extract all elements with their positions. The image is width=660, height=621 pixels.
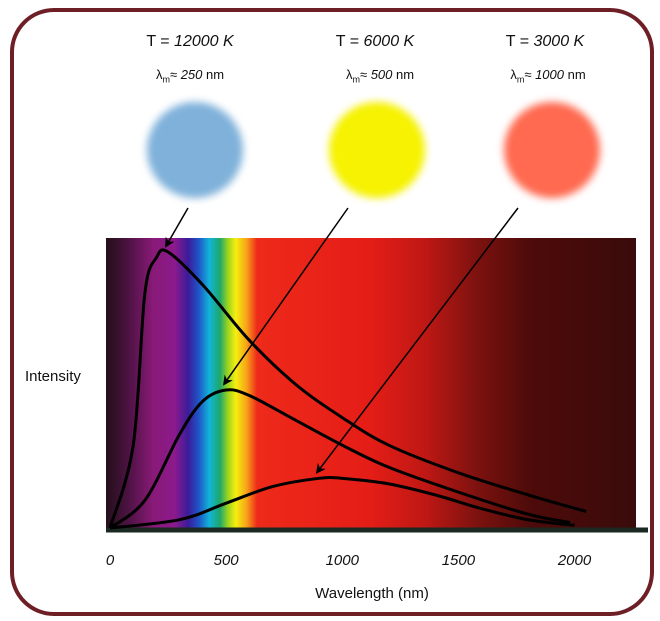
star-2-color-disc [329, 102, 425, 198]
star-2-lambda-symbol: λ [345, 67, 353, 82]
star-3-lambda-unit: nm [564, 67, 586, 82]
star-2-temp-prefix: T = [335, 33, 364, 50]
visible-spectrum-band [106, 238, 636, 530]
intensity-curve-3 [109, 475, 575, 530]
star-1-temp-value: 12000 K [174, 33, 234, 50]
peak-arrow-3 [315, 207, 519, 474]
star-3-lambda-value: 1000 [535, 67, 564, 82]
x-axis-label: Wavelength (nm) [315, 585, 429, 602]
star-2-lambda-value: 500 [370, 67, 393, 82]
star-2-temperature: T = 6000 K [336, 33, 414, 51]
star-3-lambda-symbol: λ [510, 67, 517, 82]
star-3-temp-value: 3000 K [533, 33, 585, 50]
star-3-lambda-sub: m [516, 74, 525, 85]
star-2-lambda-sub: m [352, 74, 360, 85]
x-tick-label-0: 0 [106, 552, 115, 569]
star-2-peak-wavelength: λm≈ 500 nm [346, 67, 414, 85]
star-3-peak-wavelength: λm≈ 1000 nm [510, 67, 585, 85]
star-1-lambda-value: 250 [180, 67, 203, 82]
star-2-lambda-unit: nm [392, 67, 415, 82]
star-1-lambda-approx: ≈ [169, 67, 181, 82]
star-1-lambda-symbol: λ [155, 67, 163, 82]
star-1-lambda-sub: m [162, 74, 170, 85]
intensity-curve-2 [109, 388, 571, 530]
star-1-peak-wavelength: λm≈ 250 nm [156, 67, 224, 85]
x-tick-label-500: 500 [214, 552, 240, 569]
y-axis-label: Intensity [25, 368, 81, 385]
star-2-lambda-approx: ≈ [359, 67, 371, 82]
peak-arrow-1 [165, 207, 189, 248]
star-1-color-disc [147, 102, 243, 198]
star-1-temp-prefix: T = [146, 33, 175, 50]
star-2-temp-value: 6000 K [363, 33, 415, 50]
star-1-temperature: T = 12000 K [146, 33, 233, 51]
intensity-curve-1 [108, 248, 587, 529]
star-1-lambda-unit: nm [202, 67, 225, 82]
x-tick-label-1000: 1000 [326, 552, 360, 569]
x-tick-label-1500: 1500 [442, 552, 476, 569]
star-3-temperature: T = 3000 K [506, 33, 584, 51]
star-3-color-disc [504, 102, 600, 198]
star-3-temp-prefix: T = [505, 33, 534, 50]
x-tick-label-2000: 2000 [557, 552, 592, 569]
peak-arrow-2 [222, 207, 349, 386]
star-3-lambda-approx: ≈ [524, 67, 536, 82]
